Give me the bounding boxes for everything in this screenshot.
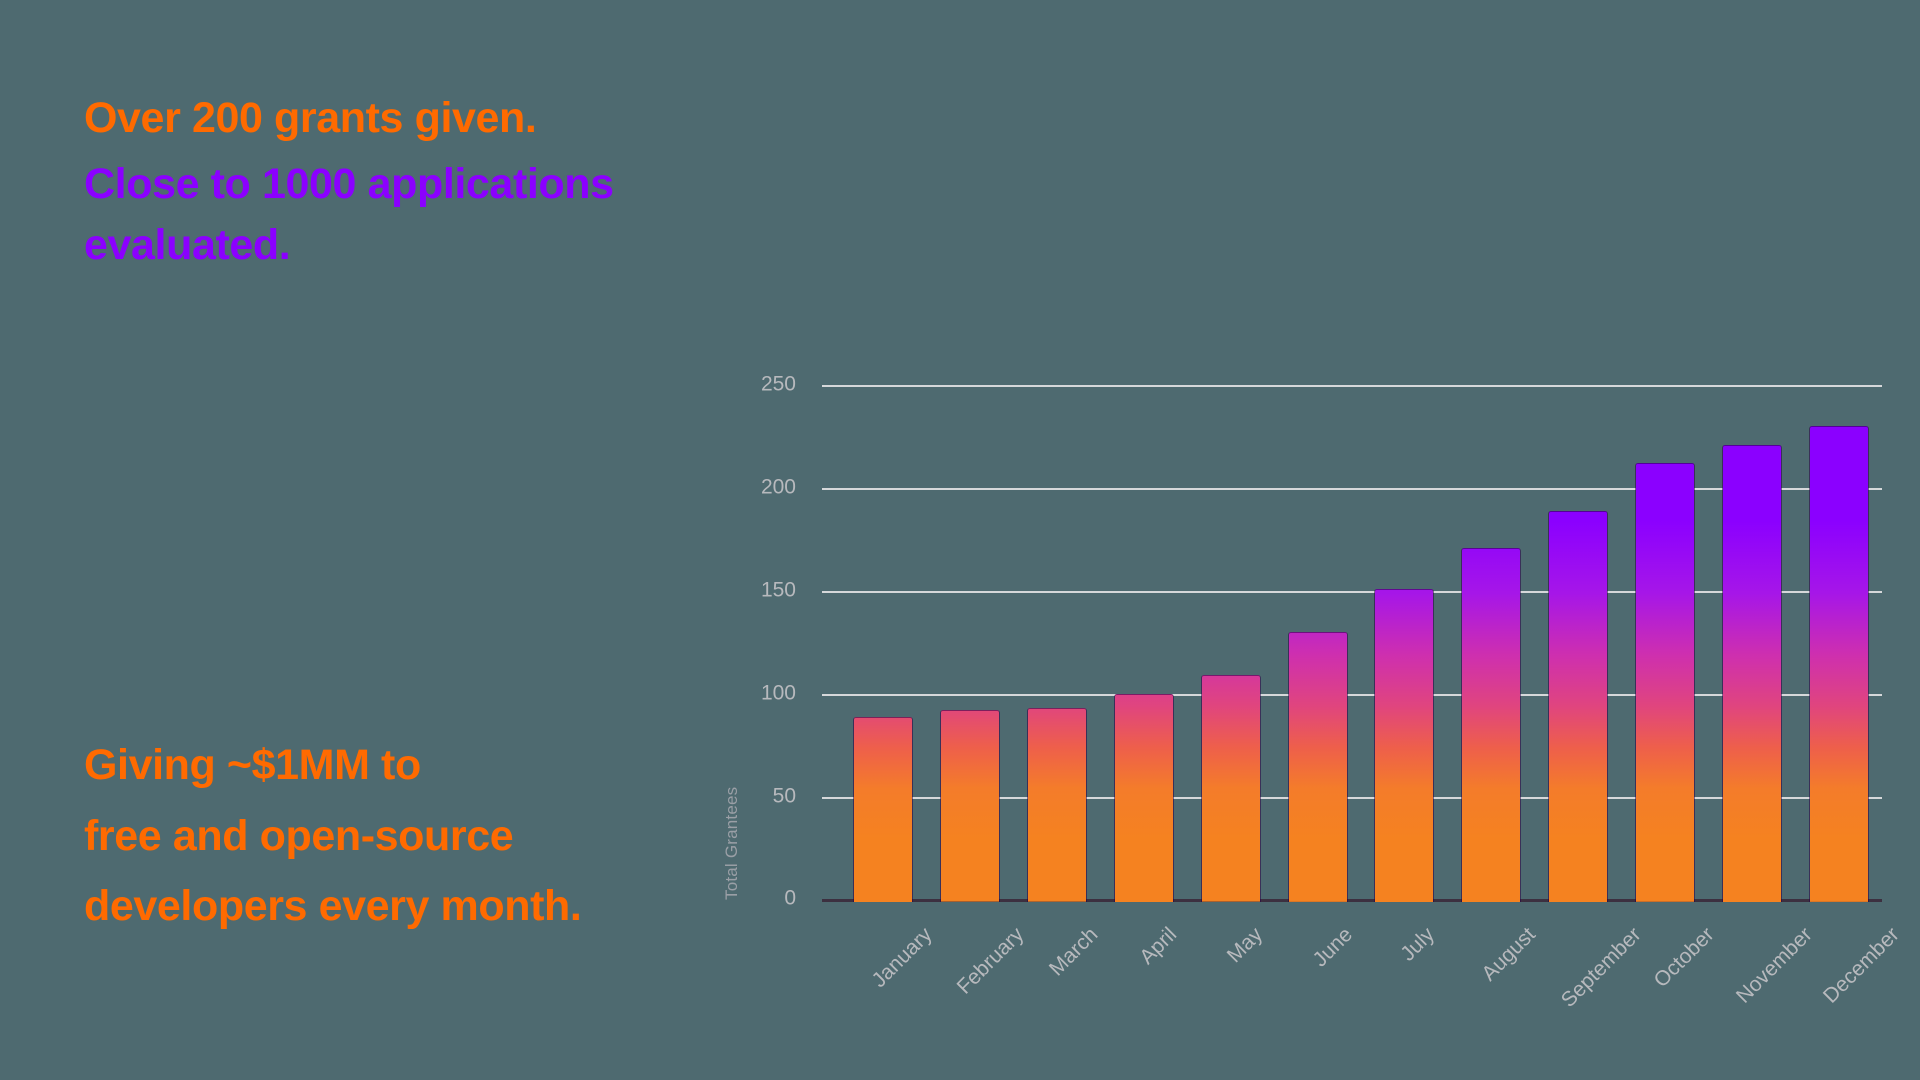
- bar-may[interactable]: [1200, 675, 1261, 902]
- bar-slot-july: [1361, 387, 1448, 902]
- headline-line-2: Close to 1000 applications: [84, 159, 614, 208]
- x-label-slot: January: [840, 915, 937, 1035]
- x-label-slot: March: [1014, 915, 1103, 1035]
- tagline-line-3: developers every month.: [84, 882, 582, 931]
- y-tick-label: 200: [760, 475, 796, 499]
- bar-july[interactable]: [1374, 588, 1435, 902]
- tagline-line-1: Giving ~$1MM to: [84, 741, 421, 789]
- y-tick-label: 0: [784, 886, 796, 910]
- bar-slot-october: [1621, 387, 1708, 902]
- gridline-50: 50: [773, 785, 1882, 808]
- bar-slot-may: [1187, 387, 1274, 902]
- tagline-line-2: free and open-source: [84, 811, 514, 860]
- gridline-0: 0: [784, 887, 1882, 910]
- x-tick-label-july: July: [1396, 923, 1440, 966]
- bar-april[interactable]: [1113, 693, 1174, 902]
- headline-copy-block: Over 200 grants given. Close to 1000 app…: [84, 84, 804, 277]
- bar-slot-february: [927, 387, 1014, 902]
- x-label-slot: July: [1361, 915, 1448, 1035]
- bar-slot-september: [1535, 387, 1622, 902]
- plot-area: 0 50 100 150 200 250: [761, 373, 1882, 910]
- x-tick-label-june: June: [1308, 923, 1357, 972]
- gridline-250: 250: [761, 373, 1882, 396]
- x-label-slot: October: [1621, 915, 1718, 1035]
- bar-october[interactable]: [1634, 463, 1695, 902]
- x-label-slot: September: [1535, 915, 1646, 1035]
- bar-august[interactable]: [1461, 547, 1522, 902]
- x-label-slot: June: [1274, 915, 1361, 1035]
- bar-september[interactable]: [1548, 510, 1609, 902]
- bar-slot-march: [1014, 387, 1101, 902]
- bar-november[interactable]: [1721, 444, 1782, 902]
- bar-january[interactable]: [853, 716, 914, 902]
- y-tick-label: 100: [760, 681, 796, 705]
- x-tick-label-august: August: [1477, 923, 1541, 986]
- gridline-200: 200: [761, 476, 1882, 499]
- x-label-slot: April: [1100, 915, 1187, 1035]
- x-label-slot: May: [1187, 915, 1274, 1035]
- bar-february[interactable]: [940, 710, 1001, 902]
- y-axis-title: Total Grantees: [722, 786, 741, 900]
- x-tick-label-december: December: [1818, 923, 1904, 1008]
- gridline-150: 150: [761, 579, 1882, 602]
- bar-slot-april: [1100, 387, 1187, 902]
- grantees-bar-chart: Total Grantees 0 50 100 150 200 250 January Fe…: [720, 340, 1903, 1040]
- bar-december[interactable]: [1808, 426, 1869, 902]
- bar-june[interactable]: [1287, 632, 1348, 902]
- x-label-slot: December: [1795, 915, 1903, 1035]
- bar-slot-august: [1448, 387, 1535, 902]
- y-tick-label: 250: [760, 372, 796, 396]
- x-tick-label-march: March: [1044, 923, 1103, 981]
- bar-slot-january: [840, 387, 927, 902]
- x-axis-labels: January February March April May June July Augu…: [840, 915, 1903, 1035]
- x-label-slot: February: [927, 915, 1029, 1035]
- x-label-slot: August: [1448, 915, 1541, 1035]
- bar-group: [840, 387, 1882, 902]
- tagline-copy-block: Giving ~$1MM to free and open-source dev…: [84, 730, 844, 942]
- y-tick-label: 50: [772, 784, 796, 808]
- gridline-100: 100: [761, 682, 1882, 705]
- x-tick-label-april: April: [1135, 923, 1182, 969]
- headline-line-3: evaluated.: [84, 221, 291, 270]
- headline-line-1: Over 200 grants given.: [84, 94, 537, 142]
- x-tick-label-may: May: [1222, 923, 1267, 968]
- bar-slot-december: [1795, 387, 1882, 902]
- y-tick-label: 150: [760, 578, 796, 602]
- bar-slot-june: [1274, 387, 1361, 902]
- bar-slot-november: [1708, 387, 1795, 902]
- x-label-slot: November: [1708, 915, 1817, 1035]
- bar-march[interactable]: [1027, 708, 1088, 902]
